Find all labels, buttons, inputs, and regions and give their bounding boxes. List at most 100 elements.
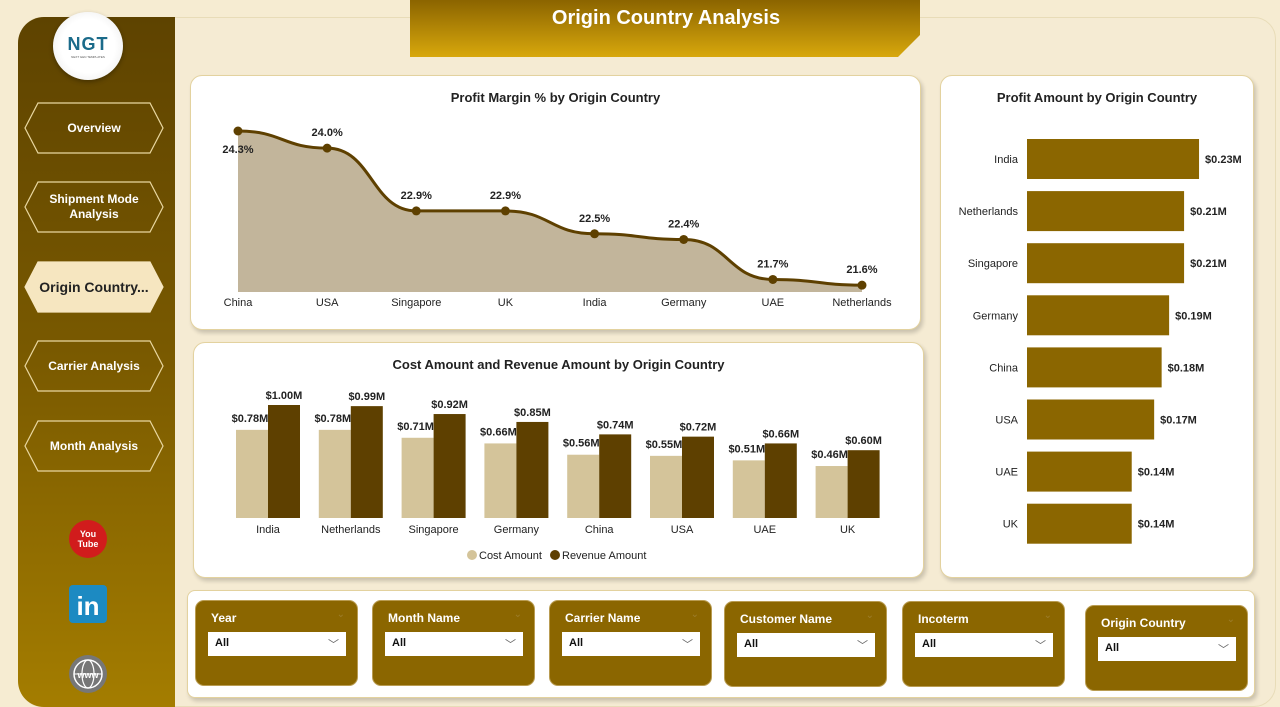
slicer-year: Year ⌄ All ﹀ <box>195 600 358 686</box>
legend-marker <box>550 550 560 560</box>
slicer-dropdown[interactable]: All ﹀ <box>562 632 700 656</box>
chevron-down-icon: ﹀ <box>1035 640 1046 652</box>
nav-item-4[interactable]: Month Analysis <box>24 420 164 472</box>
x-tick-label: UK <box>840 524 856 536</box>
bar-revenue <box>433 414 466 518</box>
cost-revenue-chart: $0.78M $1.00M India $0.78M $0.99M Netherlands… <box>232 390 882 562</box>
data-label: $0.21M <box>1190 258 1227 270</box>
data-label: $0.19M <box>1175 310 1212 322</box>
profit-margin-chart: 24.3% China 24.0% USA 22.9% Singapore 22.9% UK 2… <box>222 126 892 309</box>
clear-filter-icon[interactable]: ⌄ <box>690 609 699 620</box>
clear-filter-icon[interactable]: ⌄ <box>1043 610 1052 621</box>
x-tick-label: China <box>585 524 615 536</box>
x-tick-label: USA <box>316 297 339 309</box>
nav-label: Shipment Mode Analysis <box>49 192 139 221</box>
youtube-icon[interactable]: You Tube <box>68 519 108 559</box>
slicer-dropdown[interactable]: All ﹀ <box>208 632 346 656</box>
legend-label: Cost Amount <box>479 550 542 562</box>
chevron-down-icon: ﹀ <box>1218 644 1229 656</box>
y-tick-label: India <box>994 154 1019 166</box>
y-tick-label: Netherlands <box>959 206 1019 218</box>
slicer-label: Customer Name <box>740 612 833 626</box>
cost-revenue-card: Cost Amount and Revenue Amount by Origin… <box>193 342 924 578</box>
x-tick-label: Netherlands <box>321 524 381 536</box>
y-tick-label: UK <box>1003 519 1019 531</box>
bar-cost <box>484 443 517 518</box>
nav-item-1[interactable]: Shipment Mode Analysis <box>24 181 164 233</box>
clear-filter-icon[interactable]: ⌄ <box>336 609 345 620</box>
bar-revenue <box>350 406 383 518</box>
page-title: Origin Country Analysis <box>551 7 781 29</box>
clear-filter-icon[interactable]: ⌄ <box>513 609 522 620</box>
bar <box>1027 295 1170 336</box>
bar <box>1027 243 1185 284</box>
svg-text:Tube: Tube <box>78 539 99 549</box>
svg-text:You: You <box>80 529 96 539</box>
data-label: $0.55M <box>646 439 683 451</box>
slicer-value: All <box>215 637 230 649</box>
data-label: $0.14M <box>1138 467 1175 479</box>
nav-label: Origin Country... <box>39 278 149 295</box>
bar <box>1027 139 1200 179</box>
data-label: $0.56M <box>563 438 600 450</box>
data-label: $0.14M <box>1138 519 1175 531</box>
x-tick-label: USA <box>671 524 694 536</box>
slicer-dropdown[interactable]: All ﹀ <box>385 632 523 656</box>
bar-revenue <box>764 443 797 518</box>
data-label: $0.78M <box>232 413 269 425</box>
bar-cost <box>732 460 765 518</box>
nav-item-3[interactable]: Carrier Analysis <box>24 340 164 392</box>
slicer-value: All <box>744 638 759 650</box>
bar-cost <box>236 429 268 518</box>
bar <box>1027 191 1185 232</box>
slicer-label: Incoterm <box>918 612 969 626</box>
data-label: $0.66M <box>480 426 517 438</box>
data-label: $1.00M <box>266 390 303 402</box>
bar-revenue <box>847 450 880 518</box>
x-tick-label: Singapore <box>391 297 441 309</box>
data-label: $0.99M <box>348 391 385 403</box>
globe-icon[interactable]: www <box>68 654 108 694</box>
slicer-dropdown[interactable]: All ﹀ <box>1098 637 1236 661</box>
chevron-down-icon: ﹀ <box>682 639 693 651</box>
slicer-customer-name: Customer Name ⌄ All ﹀ <box>724 601 887 687</box>
linkedin-icon[interactable]: in <box>68 584 108 624</box>
bar-cost <box>815 466 848 518</box>
y-tick-label: UAE <box>995 467 1018 479</box>
nav-item-2[interactable]: Origin Country... <box>24 261 164 313</box>
slicer-value: All <box>392 637 407 649</box>
bar <box>1027 399 1155 440</box>
bar <box>1027 503 1132 544</box>
slicer-label: Carrier Name <box>565 611 641 625</box>
data-label: 24.0% <box>312 127 343 139</box>
chart-title: Cost Amount and Revenue Amount by Origin… <box>392 357 725 372</box>
filter-panel <box>187 590 1255 698</box>
nav-item-0[interactable]: Overview <box>24 102 164 154</box>
title-banner: Origin Country Analysis <box>410 0 922 57</box>
bar-cost <box>650 455 682 518</box>
data-label: $0.46M <box>811 449 848 461</box>
profit-margin-card: Profit Margin % by Origin Country 24.3% C… <box>190 75 921 330</box>
slicer-value: All <box>1105 642 1120 654</box>
slicer-month-name: Month Name ⌄ All ﹀ <box>372 600 535 686</box>
nav-label: Month Analysis <box>49 438 139 453</box>
slicer-label: Year <box>211 611 237 625</box>
bar <box>1027 451 1132 492</box>
x-tick-label: Germany <box>494 524 540 536</box>
x-tick-label: India <box>583 297 608 309</box>
clear-filter-icon[interactable]: ⌄ <box>1226 614 1235 625</box>
data-label: $0.21M <box>1190 206 1227 218</box>
bar-revenue <box>516 421 549 518</box>
line-series <box>237 129 863 287</box>
slicer-value: All <box>922 638 937 650</box>
data-label: $0.17M <box>1160 415 1197 427</box>
data-label: 22.9% <box>490 190 521 202</box>
data-label: $0.85M <box>514 407 551 419</box>
slicer-incoterm: Incoterm ⌄ All ﹀ <box>902 601 1065 687</box>
slicer-dropdown[interactable]: All ﹀ <box>915 633 1053 657</box>
x-tick-label: UK <box>498 297 514 309</box>
slicer-dropdown[interactable]: All ﹀ <box>737 633 875 657</box>
data-label: 21.7% <box>757 258 788 270</box>
clear-filter-icon[interactable]: ⌄ <box>865 610 874 621</box>
data-label: $0.78M <box>314 413 351 425</box>
